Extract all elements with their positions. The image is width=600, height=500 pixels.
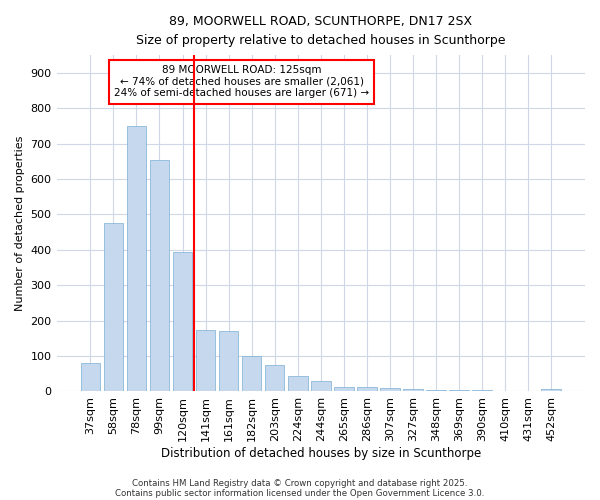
Title: 89, MOORWELL ROAD, SCUNTHORPE, DN17 2SX
Size of property relative to detached ho: 89, MOORWELL ROAD, SCUNTHORPE, DN17 2SX …: [136, 15, 506, 47]
Bar: [127, 126, 146, 392]
Bar: [173, 252, 193, 392]
Bar: [149, 160, 169, 392]
Bar: [196, 330, 215, 392]
Bar: [104, 224, 123, 392]
Text: 89 MOORWELL ROAD: 125sqm
← 74% of detached houses are smaller (2,061)
24% of sem: 89 MOORWELL ROAD: 125sqm ← 74% of detach…: [114, 65, 369, 98]
Bar: [288, 376, 308, 392]
Bar: [242, 356, 262, 392]
Bar: [219, 332, 238, 392]
Bar: [541, 389, 561, 392]
Y-axis label: Number of detached properties: Number of detached properties: [15, 136, 25, 311]
Text: Contains HM Land Registry data © Crown copyright and database right 2025.: Contains HM Land Registry data © Crown c…: [132, 478, 468, 488]
Text: Contains public sector information licensed under the Open Government Licence 3.: Contains public sector information licen…: [115, 488, 485, 498]
Bar: [265, 365, 284, 392]
Bar: [403, 389, 423, 392]
Bar: [80, 363, 100, 392]
Bar: [357, 387, 377, 392]
Bar: [449, 390, 469, 392]
Bar: [496, 391, 515, 392]
Bar: [472, 390, 492, 392]
Bar: [380, 388, 400, 392]
Bar: [334, 387, 353, 392]
Bar: [426, 390, 446, 392]
X-axis label: Distribution of detached houses by size in Scunthorpe: Distribution of detached houses by size …: [161, 447, 481, 460]
Bar: [311, 381, 331, 392]
